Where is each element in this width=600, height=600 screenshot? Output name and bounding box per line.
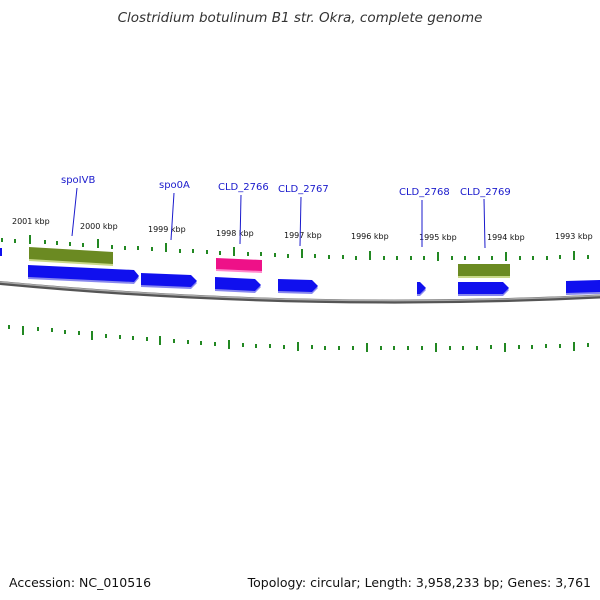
major-tick	[233, 247, 235, 256]
gene-arrow-6[interactable]	[458, 282, 509, 296]
genome-backbone-highlight	[0, 281, 600, 302]
kbp-label-1995: 1995 kbp	[419, 233, 457, 242]
gene-arrow-5[interactable]	[417, 282, 426, 296]
genome-backbone	[0, 280, 600, 304]
accession-label: Accession: NC_010516	[9, 575, 152, 590]
major-tick	[91, 331, 93, 340]
upper-tick-row	[1, 235, 589, 261]
kbp-label-1997: 1997 kbp	[284, 231, 322, 240]
olive-feature-2[interactable]	[458, 264, 510, 278]
major-tick	[301, 249, 303, 258]
gene-label-CLD_2766[interactable]: CLD_2766	[218, 182, 269, 193]
kbp-label-1994: 1994 kbp	[487, 233, 525, 242]
kbp-label-2001: 2001 kbp	[12, 217, 50, 226]
gene-label-CLD_2768[interactable]: CLD_2768	[399, 187, 450, 198]
gene-arrow-7[interactable]	[566, 280, 600, 295]
major-tick	[159, 336, 161, 345]
gene-label-CLD_2769[interactable]: CLD_2769	[460, 187, 511, 198]
gene-label-leaders	[71, 187, 486, 249]
genome-title: Clostridium botulinum B1 str. Okra, comp…	[117, 10, 483, 26]
gene-arrow-2[interactable]	[141, 273, 197, 289]
major-tick	[297, 342, 299, 351]
major-tick	[366, 343, 368, 352]
kbp-label-1999: 1999 kbp	[148, 225, 186, 234]
gene-label-spoIVB[interactable]: spoIVB	[61, 175, 95, 186]
major-tick	[437, 252, 439, 261]
major-tick	[505, 252, 507, 261]
gene-arrow-1[interactable]	[28, 265, 139, 284]
kbp-label-2000: 2000 kbp	[80, 222, 118, 231]
major-tick	[573, 342, 575, 351]
major-tick	[228, 340, 230, 349]
kbp-label-1996: 1996 kbp	[351, 232, 389, 241]
major-tick	[504, 343, 506, 352]
major-tick	[29, 235, 31, 244]
magenta-feature[interactable]	[216, 258, 262, 273]
major-tick	[573, 251, 575, 260]
major-tick	[22, 326, 24, 335]
lower-tick-row	[8, 325, 589, 352]
kbp-label-1998: 1998 kbp	[216, 229, 254, 238]
major-tick	[435, 343, 437, 352]
gene-arrow-edge-left[interactable]	[0, 248, 2, 256]
gene-label-spo0A[interactable]: spo0A	[159, 180, 190, 191]
major-tick	[165, 243, 167, 252]
kbp-label-1993: 1993 kbp	[555, 232, 593, 241]
olive-feature-1[interactable]	[29, 247, 113, 266]
major-tick	[369, 251, 371, 260]
kbp-tick-labels: 2001 kbp 2000 kbp 1999 kbp 1998 kbp 1997…	[12, 217, 593, 242]
major-tick	[97, 239, 99, 248]
genome-summary: Topology: circular; Length: 3,958,233 bp…	[247, 575, 591, 590]
gene-arrow-4[interactable]	[278, 279, 318, 294]
gene-label-CLD_2767[interactable]: CLD_2767	[278, 184, 329, 195]
gene-arrow-3[interactable]	[215, 277, 261, 293]
